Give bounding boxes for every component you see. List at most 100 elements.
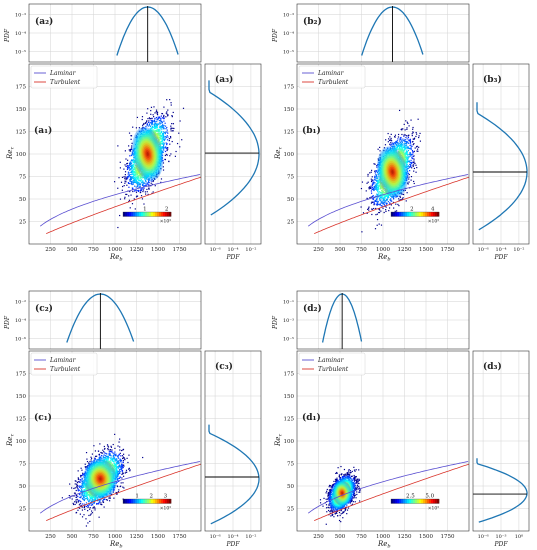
density-point <box>147 138 149 140</box>
density-point <box>157 135 159 137</box>
density-point <box>159 138 161 140</box>
density-point <box>142 127 145 129</box>
density-point <box>146 152 148 154</box>
density-point <box>130 173 132 176</box>
density-point <box>159 137 161 139</box>
density-point <box>140 179 142 182</box>
density-point <box>139 138 141 140</box>
density-point <box>398 145 400 147</box>
density-point <box>376 219 379 221</box>
density-point <box>134 157 136 159</box>
density-point <box>179 120 181 122</box>
density-point <box>156 118 158 120</box>
density-point <box>129 190 131 193</box>
density-point <box>166 99 168 101</box>
density-point <box>136 146 138 148</box>
density-point <box>158 170 160 172</box>
density-point <box>137 151 139 153</box>
density-point <box>132 170 135 172</box>
density-point <box>405 200 407 202</box>
colorbar-scale-label: ×10³ <box>160 219 171 225</box>
density-point <box>158 159 161 161</box>
density-point <box>142 180 144 182</box>
density-point <box>158 172 160 175</box>
density-point <box>418 136 420 139</box>
density-point <box>156 150 158 153</box>
density-point <box>123 176 125 178</box>
density-point <box>156 126 158 128</box>
density-point <box>138 127 140 129</box>
density-point <box>140 175 142 177</box>
density-point <box>154 131 156 134</box>
density-point <box>154 139 156 141</box>
density-point <box>133 177 135 179</box>
density-point <box>172 130 174 132</box>
density-point <box>149 143 151 145</box>
density-point <box>161 160 163 162</box>
density-point <box>408 156 410 158</box>
density-point <box>159 117 161 119</box>
density-point <box>159 116 161 118</box>
density-point <box>161 150 164 153</box>
density-point <box>140 137 142 139</box>
density-point <box>373 202 375 204</box>
density-point <box>161 142 163 145</box>
density-point <box>130 176 132 178</box>
density-point <box>384 201 386 203</box>
density-point <box>166 111 168 113</box>
density-point <box>143 173 145 176</box>
density-point <box>163 143 165 145</box>
density-point <box>144 165 147 168</box>
density-point <box>117 187 119 189</box>
density-point <box>158 149 160 151</box>
density-point <box>135 143 137 146</box>
density-point <box>150 169 152 171</box>
density-point <box>150 176 152 179</box>
density-point <box>138 130 140 132</box>
density-point <box>141 139 144 141</box>
density-point <box>128 165 130 167</box>
density-point <box>372 180 374 182</box>
density-point <box>161 151 163 153</box>
density-point <box>140 179 143 181</box>
density-point <box>154 146 156 148</box>
density-point <box>371 208 373 210</box>
density-point <box>402 151 405 153</box>
density-point <box>171 115 173 117</box>
density-point <box>140 159 142 161</box>
density-point <box>163 142 165 144</box>
density-point <box>413 155 415 157</box>
density-point <box>153 142 155 144</box>
density-point <box>134 156 136 158</box>
density-point <box>146 137 149 139</box>
density-point <box>136 177 138 180</box>
density-point <box>148 123 151 126</box>
density-point <box>365 190 367 192</box>
density-point <box>130 160 132 162</box>
density-point <box>152 114 154 116</box>
density-point <box>138 173 140 175</box>
density-point <box>130 166 133 169</box>
density-point <box>156 129 158 131</box>
density-point <box>144 156 146 158</box>
density-point <box>158 142 160 144</box>
density-point <box>147 141 149 143</box>
density-point <box>138 170 141 172</box>
density-point <box>374 186 376 189</box>
density-point <box>156 162 158 164</box>
density-point <box>157 142 159 144</box>
density-point <box>384 144 387 146</box>
density-point <box>151 126 153 129</box>
density-point <box>164 150 167 153</box>
density-point <box>142 124 144 126</box>
density-point <box>415 171 417 173</box>
density-point <box>377 191 379 193</box>
density-point <box>143 148 145 150</box>
density-point <box>142 170 144 173</box>
density-point <box>126 184 128 186</box>
density-point <box>409 152 412 154</box>
density-point <box>133 168 135 170</box>
density-point <box>166 113 168 115</box>
density-point <box>370 192 373 194</box>
density-point <box>376 193 379 196</box>
